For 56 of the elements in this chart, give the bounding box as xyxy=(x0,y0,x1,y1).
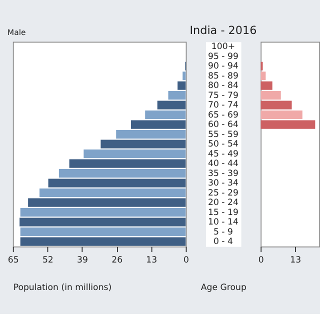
y-tick-label: 80 - 84 xyxy=(208,81,238,92)
y-tick-label: 20 - 24 xyxy=(208,198,238,208)
y-tick-label: 40 - 44 xyxy=(208,159,238,170)
bar xyxy=(145,110,186,120)
y-tick-label: 50 - 54 xyxy=(208,140,238,150)
y-tick-label: 75 - 79 xyxy=(208,90,238,101)
y-tick-label: 45 - 49 xyxy=(208,149,238,160)
bar xyxy=(157,100,186,110)
y-tick-label: 90 - 94 xyxy=(208,62,238,72)
y-tick-label: 5 - 9 xyxy=(213,227,233,238)
x-tick-label: 39 xyxy=(77,255,88,266)
bar xyxy=(131,120,186,129)
bar xyxy=(40,188,186,198)
y-tick-label: 60 - 64 xyxy=(208,120,238,130)
y-axis-title: Age Group xyxy=(200,282,246,293)
y-tick-label: 35 - 39 xyxy=(208,168,238,179)
bar xyxy=(168,91,186,100)
bar xyxy=(260,120,316,129)
bar xyxy=(260,91,281,100)
y-tick-label: 55 - 59 xyxy=(208,130,238,140)
x-tick-label: 0 xyxy=(184,255,189,266)
y-tick-label: 85 - 89 xyxy=(208,71,238,82)
x-axis-title: Population (in millions) xyxy=(13,282,112,293)
bar xyxy=(260,81,272,90)
y-tick-label: 100+ xyxy=(211,42,236,52)
x-tick-label: 26 xyxy=(112,255,123,266)
x-tick-label: 13 xyxy=(146,255,158,266)
bar xyxy=(84,150,186,158)
bar xyxy=(20,237,186,246)
y-tick-label: 25 - 29 xyxy=(208,188,238,198)
x-tick-label: 52 xyxy=(42,255,54,266)
bar xyxy=(100,140,186,148)
text: Male xyxy=(7,28,26,37)
bar xyxy=(58,169,186,178)
bar xyxy=(48,178,186,188)
bar xyxy=(116,130,186,139)
y-tick-label: 70 - 74 xyxy=(208,100,238,111)
bar xyxy=(260,100,292,110)
y-tick-label: 30 - 34 xyxy=(208,178,238,189)
y-tick-label: 15 - 19 xyxy=(208,208,238,218)
bar xyxy=(20,218,186,226)
text: India - 2016 xyxy=(190,24,257,37)
y-tick-label: 65 - 69 xyxy=(208,110,238,120)
bar xyxy=(178,81,186,90)
bar xyxy=(28,198,186,207)
bar xyxy=(182,72,186,80)
y-tick-label: 95 - 99 xyxy=(208,52,238,62)
bar xyxy=(20,208,186,217)
bar xyxy=(20,228,186,236)
y-tick-label: 0 - 4 xyxy=(213,237,233,248)
x-tick-label: 65 xyxy=(8,255,19,266)
bar xyxy=(260,110,302,120)
x-tick-label: 13 xyxy=(290,255,302,266)
bar xyxy=(69,159,186,168)
y-tick-label: 10 - 14 xyxy=(208,218,238,228)
x-tick-label: 0 xyxy=(258,255,264,266)
